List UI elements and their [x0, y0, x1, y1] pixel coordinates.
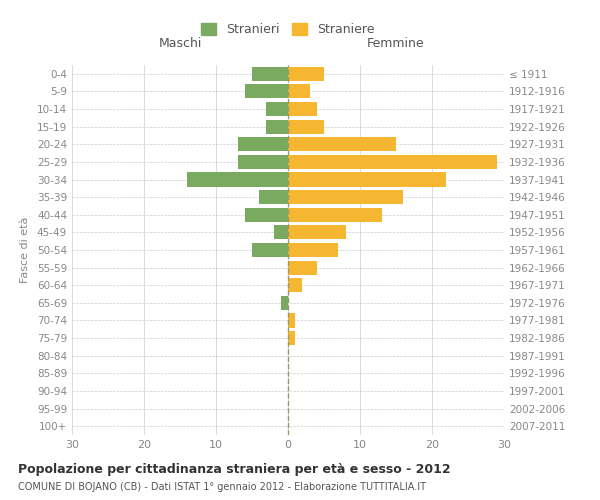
- Bar: [288, 243, 338, 257]
- Bar: [288, 278, 302, 292]
- Bar: [288, 84, 310, 98]
- Bar: [288, 137, 396, 152]
- Text: Femmine: Femmine: [367, 37, 425, 50]
- Bar: [288, 314, 295, 328]
- Bar: [238, 137, 288, 152]
- Bar: [266, 120, 288, 134]
- Bar: [288, 172, 446, 186]
- Bar: [288, 67, 324, 81]
- Text: Popolazione per cittadinanza straniera per età e sesso - 2012: Popolazione per cittadinanza straniera p…: [18, 462, 451, 475]
- Bar: [281, 296, 288, 310]
- Bar: [187, 172, 288, 186]
- Bar: [259, 190, 288, 204]
- Bar: [288, 331, 295, 345]
- Bar: [288, 120, 324, 134]
- Bar: [288, 102, 317, 116]
- Text: COMUNE DI BOJANO (CB) - Dati ISTAT 1° gennaio 2012 - Elaborazione TUTTITALIA.IT: COMUNE DI BOJANO (CB) - Dati ISTAT 1° ge…: [18, 482, 426, 492]
- Bar: [266, 102, 288, 116]
- Bar: [288, 226, 346, 239]
- Legend: Stranieri, Straniere: Stranieri, Straniere: [197, 20, 379, 40]
- Bar: [288, 155, 497, 169]
- Bar: [288, 208, 382, 222]
- Bar: [274, 226, 288, 239]
- Bar: [238, 155, 288, 169]
- Bar: [252, 243, 288, 257]
- Y-axis label: Fasce di età: Fasce di età: [20, 217, 30, 283]
- Bar: [245, 208, 288, 222]
- Bar: [245, 84, 288, 98]
- Text: Maschi: Maschi: [158, 37, 202, 50]
- Bar: [288, 260, 317, 274]
- Bar: [252, 67, 288, 81]
- Bar: [288, 190, 403, 204]
